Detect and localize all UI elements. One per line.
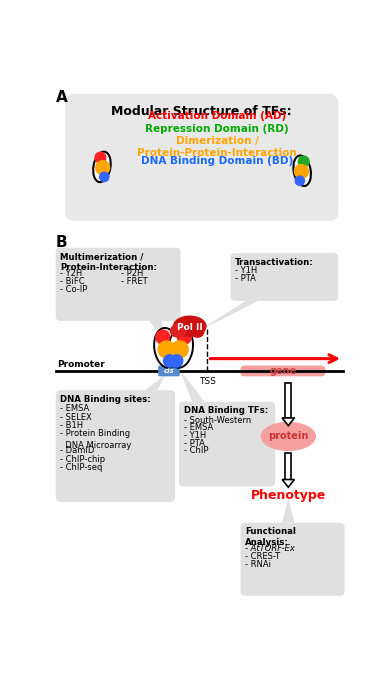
FancyBboxPatch shape [158,366,180,376]
Polygon shape [145,375,165,390]
Text: Transactivation:: Transactivation: [235,258,314,266]
Ellipse shape [170,324,187,338]
Text: protein: protein [268,432,308,441]
Text: - B1H: - B1H [60,421,84,430]
Text: - South-Western: - South-Western [184,416,251,425]
FancyBboxPatch shape [65,94,338,221]
Ellipse shape [173,316,207,337]
Text: - BiFC: - BiFC [60,277,85,286]
Text: - ChIP-chip: - ChIP-chip [60,455,105,464]
Ellipse shape [168,328,193,368]
Text: B: B [56,235,67,249]
Text: Dimerization /
Protein-Protein-Interaction: Dimerization / Protein-Protein-Interacti… [137,136,297,158]
FancyBboxPatch shape [231,253,338,301]
Text: - Y1H: - Y1H [184,431,206,440]
Text: Phenotype: Phenotype [251,489,326,501]
Text: - PTA: - PTA [235,274,256,283]
Text: Multimerization /
Protein-Interaction:: Multimerization / Protein-Interaction: [60,252,158,273]
Polygon shape [282,498,294,523]
Text: - CRES-T: - CRES-T [245,552,280,561]
Text: - Y1H: - Y1H [235,266,258,275]
Ellipse shape [261,422,316,451]
Text: Promoter: Promoter [57,360,105,369]
Polygon shape [179,368,204,401]
Text: DNA Binding Domain (BD): DNA Binding Domain (BD) [141,156,293,166]
Text: cis: cis [164,368,174,374]
Circle shape [100,173,109,182]
Circle shape [170,355,183,367]
Text: - ChIP: - ChIP [184,447,208,456]
FancyBboxPatch shape [240,523,345,596]
Text: Modular Structure of TFs:: Modular Structure of TFs: [111,105,292,118]
FancyBboxPatch shape [56,248,180,321]
Text: - SELEX: - SELEX [60,412,92,421]
Circle shape [295,176,305,186]
Circle shape [96,161,110,175]
Text: - FRET: - FRET [121,277,148,286]
Circle shape [158,341,175,358]
Text: - P2H: - P2H [121,269,144,278]
Circle shape [171,341,188,358]
Text: - PTA: - PTA [184,438,205,448]
Text: gene: gene [269,366,296,376]
Text: TSS: TSS [199,377,216,386]
Ellipse shape [191,327,204,338]
Text: - Protein Binding
  DNA Microarray: - Protein Binding DNA Microarray [60,429,132,449]
Polygon shape [149,321,165,344]
Text: - ChIP-seq: - ChIP-seq [60,463,103,473]
Text: Repression Domain (RD): Repression Domain (RD) [145,124,289,134]
Circle shape [163,355,176,367]
Circle shape [156,330,170,344]
Circle shape [177,330,191,344]
Text: DNA Binding TFs:: DNA Binding TFs: [184,406,268,415]
FancyBboxPatch shape [240,366,325,376]
Text: Pol II: Pol II [177,323,203,332]
Text: - Y2H: - Y2H [60,269,82,278]
Text: - EMSA: - EMSA [184,423,213,432]
Text: Activation Domain (AD): Activation Domain (AD) [148,112,286,121]
Circle shape [95,152,106,163]
Ellipse shape [93,151,111,182]
Ellipse shape [154,328,179,368]
Circle shape [298,156,309,167]
Text: - EMSA: - EMSA [60,404,89,413]
Text: DNA Binding sites:: DNA Binding sites: [60,395,151,404]
Text: - DamID: - DamID [60,447,95,456]
Text: Functional
Analysis:: Functional Analysis: [245,527,296,547]
Bar [285,453,291,480]
Polygon shape [282,479,294,487]
Polygon shape [196,301,258,332]
Circle shape [294,164,308,179]
Polygon shape [282,418,294,425]
Text: - Co-IP: - Co-IP [60,285,88,294]
Text: - AtTORF-Ex: - AtTORF-Ex [245,544,295,553]
Bar [285,382,291,418]
Text: - RNAi: - RNAi [245,560,271,569]
FancyBboxPatch shape [179,401,275,486]
FancyBboxPatch shape [56,390,175,502]
Text: A: A [56,90,68,105]
Ellipse shape [293,155,311,186]
